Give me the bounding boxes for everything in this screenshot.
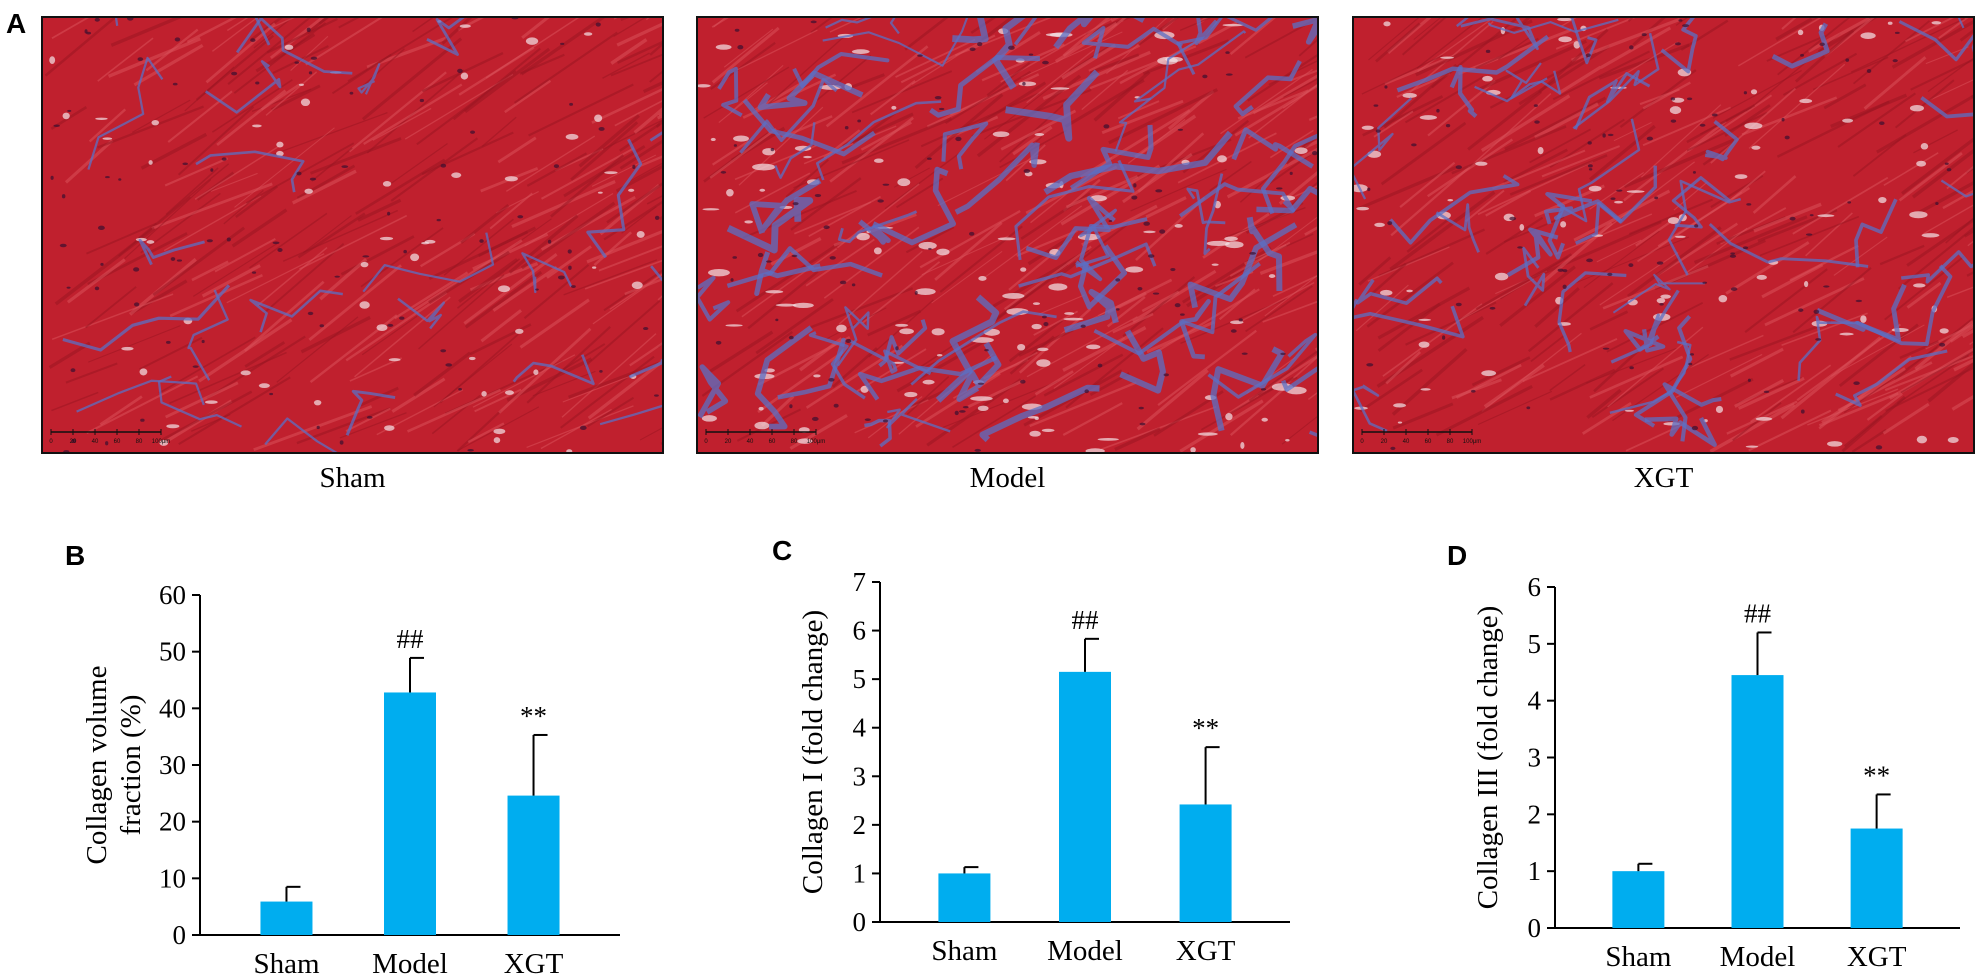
- scale-bar: 0 20 40 60 80 100μm: [49, 429, 170, 445]
- y-tick-label: 4: [1528, 686, 1542, 716]
- x-tick-label: Sham: [253, 948, 320, 979]
- y-tick-label: 5: [853, 664, 867, 694]
- y-axis-label: Collagen III (fold change): [1472, 606, 1504, 910]
- chart-c-svg: C 0 1 2 3 4 5 6 7 Collagen I (fold change) Sham ## M…: [772, 535, 1290, 967]
- scale-tick-label: 60: [769, 439, 776, 445]
- bar: [1731, 675, 1784, 928]
- panel-letter-a: A: [6, 8, 27, 39]
- x-tick-label: Sham: [931, 935, 998, 967]
- x-tick-label: XGT: [1847, 941, 1907, 973]
- trichrome-texture: 0 20 40 60 80 100μm: [1354, 18, 1973, 452]
- micrograph-label-sham: Sham: [319, 462, 386, 494]
- significance-mark: **: [1192, 713, 1219, 743]
- micrograph-label-model: Model: [969, 462, 1046, 494]
- scale-tick-label: 0: [704, 439, 708, 445]
- scale-tick-label: 40: [1403, 439, 1410, 445]
- y-tick-label: 30: [159, 750, 186, 780]
- y-tick-label: 3: [1528, 743, 1542, 773]
- y-tick-label: 50: [159, 637, 186, 667]
- bar: [260, 901, 313, 935]
- scale-tick-label: 40: [92, 439, 99, 445]
- chart-c: C 0 1 2 3 4 5 6 7 Collagen I (fold change) Sham ## M…: [772, 530, 1412, 970]
- y-tick-label: 40: [159, 693, 186, 723]
- micrograph-label-xgt: XGT: [1633, 462, 1694, 494]
- y-tick-label: 6: [1528, 572, 1542, 602]
- scale-tick-label: 0: [49, 439, 53, 445]
- significance-mark: ##: [1744, 598, 1772, 628]
- scale-bar: 0 20 40 60 80 100μm: [1360, 429, 1481, 445]
- y-tick-label: 3: [853, 761, 867, 791]
- scale-tick-label: 80: [136, 439, 143, 445]
- scale-tick-label: 20: [70, 439, 77, 445]
- scale-bar: 0 20 40 60 80 100μm: [704, 429, 825, 445]
- x-tick-label: XGT: [1176, 935, 1236, 967]
- chart-b: B 0 10 20 30 40 50 60 Collagen volumefraction (%…: [45, 530, 685, 979]
- y-tick-label: 2: [853, 810, 867, 840]
- scale-tick-label: 60: [1425, 439, 1432, 445]
- micrograph-model: 0 20 40 60 80 100μm: [696, 16, 1319, 454]
- x-tick-label: Model: [1720, 941, 1796, 973]
- scale-tick-label: 20: [725, 439, 732, 445]
- trichrome-texture: 0 20 40 60 80 100μm: [43, 18, 662, 452]
- y-tick-label: 4: [853, 713, 867, 743]
- micrograph-xgt: 0 20 40 60 80 100μm: [1352, 16, 1975, 454]
- y-tick-label: 1: [1528, 856, 1542, 886]
- scale-tick-label: 40: [747, 439, 754, 445]
- y-axis-label: Collagen volumefraction (%): [81, 666, 147, 865]
- y-tick-label: 60: [159, 580, 186, 610]
- y-tick-label: 5: [1528, 629, 1542, 659]
- bar: [384, 692, 436, 935]
- significance-mark: ##: [397, 624, 425, 654]
- scale-tick-label: 100μm: [807, 439, 825, 445]
- panel-letter: B: [65, 540, 85, 571]
- bar: [507, 795, 560, 935]
- y-axis-label: Collagen I (fold change): [797, 610, 829, 894]
- panel-letter: D: [1447, 540, 1467, 571]
- scale-tick-label: 100μm: [152, 439, 170, 445]
- bar: [1059, 671, 1111, 922]
- scale-tick-label: 100μm: [1463, 439, 1481, 445]
- y-tick-label: 20: [159, 807, 186, 837]
- bar: [1179, 804, 1232, 922]
- panel-letter: C: [772, 535, 792, 566]
- bar: [1612, 871, 1665, 928]
- x-tick-label: Sham: [1605, 941, 1672, 973]
- y-tick-label: 7: [853, 567, 867, 597]
- trichrome-texture: 0 20 40 60 80 100μm: [698, 18, 1317, 452]
- bar: [938, 873, 991, 922]
- y-tick-label: 1: [853, 858, 867, 888]
- scale-tick-label: 20: [1381, 439, 1388, 445]
- x-tick-label: XGT: [504, 948, 564, 979]
- chart-d-svg: D 0 1 2 3 4 5 6 Collagen III (fold change) Sham ##…: [1447, 540, 1960, 973]
- y-tick-label: 6: [853, 616, 867, 646]
- scale-tick-label: 80: [791, 439, 798, 445]
- x-tick-label: Model: [372, 948, 448, 979]
- x-tick-label: Model: [1047, 935, 1123, 967]
- significance-mark: ##: [1072, 605, 1100, 635]
- scale-tick-label: 80: [1447, 439, 1454, 445]
- bar: [1850, 828, 1903, 928]
- significance-mark: **: [520, 701, 547, 731]
- y-tick-label: 0: [853, 907, 867, 937]
- micrograph-sham: 0 20 40 60 80 100μm: [41, 16, 664, 454]
- y-tick-label: 0: [1528, 913, 1542, 943]
- chart-b-svg: B 0 10 20 30 40 50 60 Collagen volumefraction (%…: [65, 540, 620, 979]
- scale-tick-label: 60: [114, 439, 121, 445]
- y-tick-label: 0: [173, 920, 187, 950]
- y-tick-label: 2: [1528, 799, 1542, 829]
- y-tick-label: 10: [159, 863, 186, 893]
- significance-mark: **: [1863, 760, 1890, 790]
- chart-d: D 0 1 2 3 4 5 6 Collagen III (fold change) Sham ##…: [1447, 530, 1986, 973]
- scale-tick-label: 0: [1360, 439, 1364, 445]
